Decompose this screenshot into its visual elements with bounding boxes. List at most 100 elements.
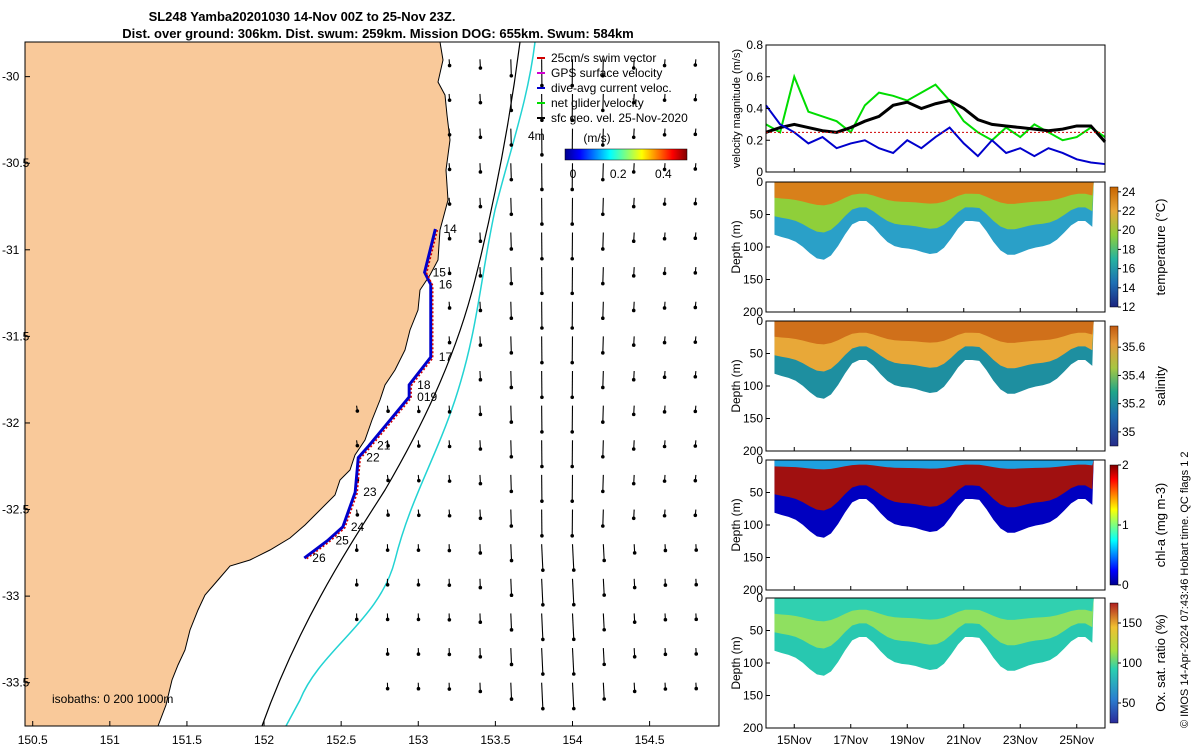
velocity-arrow-head bbox=[478, 620, 483, 625]
velocity-arrow-head bbox=[662, 132, 667, 137]
velocity-arrow bbox=[571, 544, 575, 571]
panel-colorbar bbox=[1109, 186, 1119, 308]
isobath-1000m bbox=[285, 42, 536, 726]
velocity-arrow-head bbox=[478, 689, 483, 694]
velocity-arrow-head bbox=[478, 343, 483, 347]
velocity-arrow-head bbox=[570, 256, 575, 261]
y-axis-label: Depth (m) bbox=[729, 220, 743, 273]
y-tick-label: 0.8 bbox=[746, 38, 763, 52]
lon-tick-label: 154 bbox=[562, 733, 582, 747]
velocity-arrow-head bbox=[540, 360, 544, 365]
velocity-arrow-head bbox=[694, 617, 699, 622]
y-tick-label: 50 bbox=[750, 486, 764, 500]
y-tick-label: 0 bbox=[756, 591, 763, 605]
velocity-arrow-head bbox=[693, 236, 698, 241]
velocity-series-line bbox=[765, 104, 1106, 166]
velocity-arrow-head bbox=[509, 351, 514, 355]
legend-entry: sfc geo. vel. 25-Nov-2020 bbox=[551, 111, 688, 125]
track-day-label: 23 bbox=[363, 485, 377, 499]
lon-tick-label: 154.5 bbox=[635, 733, 665, 747]
y-tick-label: 0 bbox=[756, 175, 763, 189]
velocity-arrow-head bbox=[478, 585, 483, 590]
velocity-arrow-head bbox=[632, 585, 637, 590]
velocity-arrow-head bbox=[509, 73, 514, 78]
velocity-series-line bbox=[765, 73, 1106, 142]
time-tick-label: 15Nov bbox=[777, 733, 812, 747]
velocity-arrow-head bbox=[631, 377, 636, 382]
time-tick-label: 19Nov bbox=[890, 733, 925, 747]
velocity-arrow-head bbox=[602, 558, 606, 563]
lat-tick-label: -30 bbox=[2, 70, 20, 84]
velocity-arrow-head bbox=[447, 652, 452, 657]
velocity-arrow-head bbox=[663, 583, 668, 587]
colorbar-tick-label: 18 bbox=[1122, 242, 1136, 256]
velocity-colorbar-tick: 0.2 bbox=[610, 167, 627, 181]
y-tick-label: 0 bbox=[756, 165, 763, 179]
velocity-arrow-head bbox=[355, 409, 360, 413]
velocity-arrow-head bbox=[355, 443, 360, 448]
velocity-arrow-head bbox=[631, 100, 636, 105]
velocity-arrow-head bbox=[570, 464, 575, 469]
panel-colorbar bbox=[1109, 464, 1119, 586]
lat-tick-label: -33 bbox=[2, 589, 20, 603]
velocity-arrow-head bbox=[571, 672, 576, 676]
velocity-arrow-head bbox=[631, 447, 636, 451]
track-day-label: 25 bbox=[335, 534, 349, 548]
velocity-arrow-head bbox=[602, 697, 606, 701]
colorbar-label: chl-a (mg m-3) bbox=[1153, 483, 1168, 568]
velocity-arrow bbox=[602, 163, 604, 180]
velocity-arrow-head bbox=[417, 478, 421, 483]
colorbar-tick-label: 150 bbox=[1122, 616, 1142, 630]
velocity-arrow-head bbox=[416, 582, 421, 587]
velocity-arrow-head bbox=[694, 582, 699, 587]
track-day-label: 24 bbox=[351, 520, 365, 534]
velocity-arrow-head bbox=[662, 236, 667, 241]
section-mid-layer bbox=[774, 460, 1094, 511]
y-tick-label: 200 bbox=[743, 305, 763, 319]
velocity-arrow-head bbox=[540, 395, 544, 400]
lat-tick-label: -32 bbox=[2, 416, 20, 430]
colorbar-tick-label: 2 bbox=[1122, 458, 1129, 472]
colorbar-tick-label: 1 bbox=[1122, 518, 1129, 532]
velocity-arrow-head bbox=[447, 236, 452, 241]
velocity-colorbar-tick: 0 bbox=[570, 167, 577, 181]
velocity-arrow-head bbox=[447, 271, 452, 276]
y-tick-label: 0.2 bbox=[746, 133, 763, 147]
velocity-arrow-head bbox=[693, 271, 698, 275]
velocity-arrow-head bbox=[541, 672, 545, 676]
velocity-arrow-head bbox=[694, 686, 699, 691]
velocity-arrow-head bbox=[570, 430, 575, 434]
velocity-arrow bbox=[602, 682, 605, 700]
velocity-arrow-head bbox=[354, 548, 359, 552]
velocity-arrow-head bbox=[509, 454, 514, 459]
velocity-arrow-head bbox=[602, 662, 606, 667]
velocity-arrow-head bbox=[509, 593, 514, 597]
velocity-arrow-head bbox=[601, 420, 605, 424]
velocity-colorbar-label: (m/s) bbox=[583, 131, 610, 145]
velocity-arrow-head bbox=[509, 628, 514, 632]
velocity-arrow bbox=[602, 232, 604, 249]
velocity-arrow-head bbox=[478, 655, 483, 659]
velocity-arrow-head bbox=[478, 308, 483, 313]
y-tick-label: 200 bbox=[743, 721, 763, 735]
velocity-arrow-head bbox=[632, 689, 637, 694]
velocity-arrow-head bbox=[540, 430, 544, 434]
velocity-arrow-head bbox=[570, 395, 575, 400]
velocity-arrow-head bbox=[601, 73, 605, 78]
velocity-arrow-head bbox=[601, 524, 605, 528]
velocity-arrow-head bbox=[447, 513, 452, 518]
velocity-arrow-head bbox=[385, 652, 390, 656]
colorbar-tick-label: 22 bbox=[1122, 204, 1136, 218]
colorbar-tick-label: 14 bbox=[1122, 281, 1136, 295]
velocity-arrow-head bbox=[541, 568, 545, 572]
lon-tick-label: 152.5 bbox=[326, 733, 356, 747]
velocity-arrow-head bbox=[540, 222, 544, 226]
colorbar-tick-label: 12 bbox=[1122, 300, 1136, 314]
colorbar-tick-label: 16 bbox=[1122, 262, 1136, 276]
velocity-arrow-head bbox=[693, 374, 698, 379]
velocity-arrow-head bbox=[631, 343, 636, 347]
velocity-arrow bbox=[602, 474, 604, 492]
velocity-arrow-head bbox=[509, 108, 514, 113]
colorbar-tick-label: 50 bbox=[1122, 696, 1136, 710]
